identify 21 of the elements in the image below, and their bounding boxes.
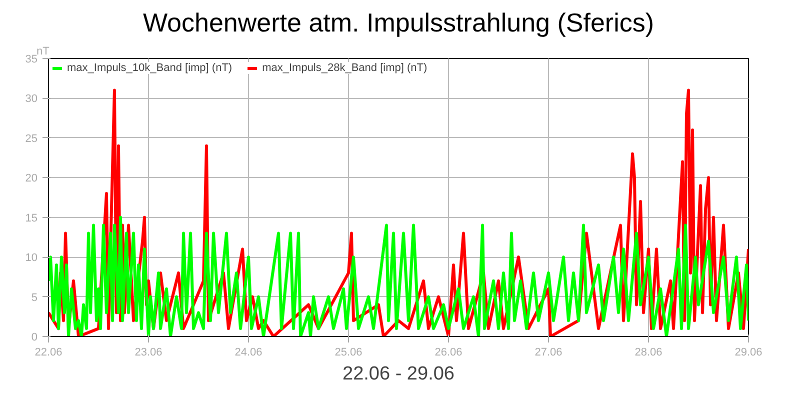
y-tick-label: 25 bbox=[25, 132, 38, 145]
x-tick-label: 27.06 bbox=[534, 346, 562, 358]
x-axis-title: 22.06 - 29.06 bbox=[342, 364, 454, 384]
y-tick-label: 20 bbox=[25, 172, 38, 185]
y-tick-label: 10 bbox=[25, 252, 38, 264]
x-tick-label: 23.06 bbox=[134, 346, 162, 358]
legend-label: max_Impuls_28k_Band [imp] (nT) bbox=[262, 62, 428, 74]
y-tick-label: 15 bbox=[25, 212, 38, 224]
x-tick-label: 29.06 bbox=[734, 346, 762, 358]
chart-title: Wochenwerte atm. Impulsstrahlung (Sferics) bbox=[142, 8, 654, 38]
x-tick-label: 26.06 bbox=[434, 346, 462, 358]
legend-label: max_Impuls_10k_Band [imp] (nT) bbox=[67, 62, 232, 74]
x-tick-label: 24.06 bbox=[234, 346, 262, 358]
y-tick-label: 5 bbox=[31, 292, 38, 304]
y-axis-title: nT bbox=[36, 46, 50, 58]
x-tick-label: 22.06 bbox=[34, 346, 62, 358]
y-tick-label: 0 bbox=[31, 332, 38, 344]
x-tick-label: 28.06 bbox=[634, 346, 662, 358]
x-tick-label: 25.06 bbox=[334, 346, 362, 358]
y-tick-label: 35 bbox=[25, 54, 38, 66]
y-tick-label: 30 bbox=[25, 93, 38, 106]
